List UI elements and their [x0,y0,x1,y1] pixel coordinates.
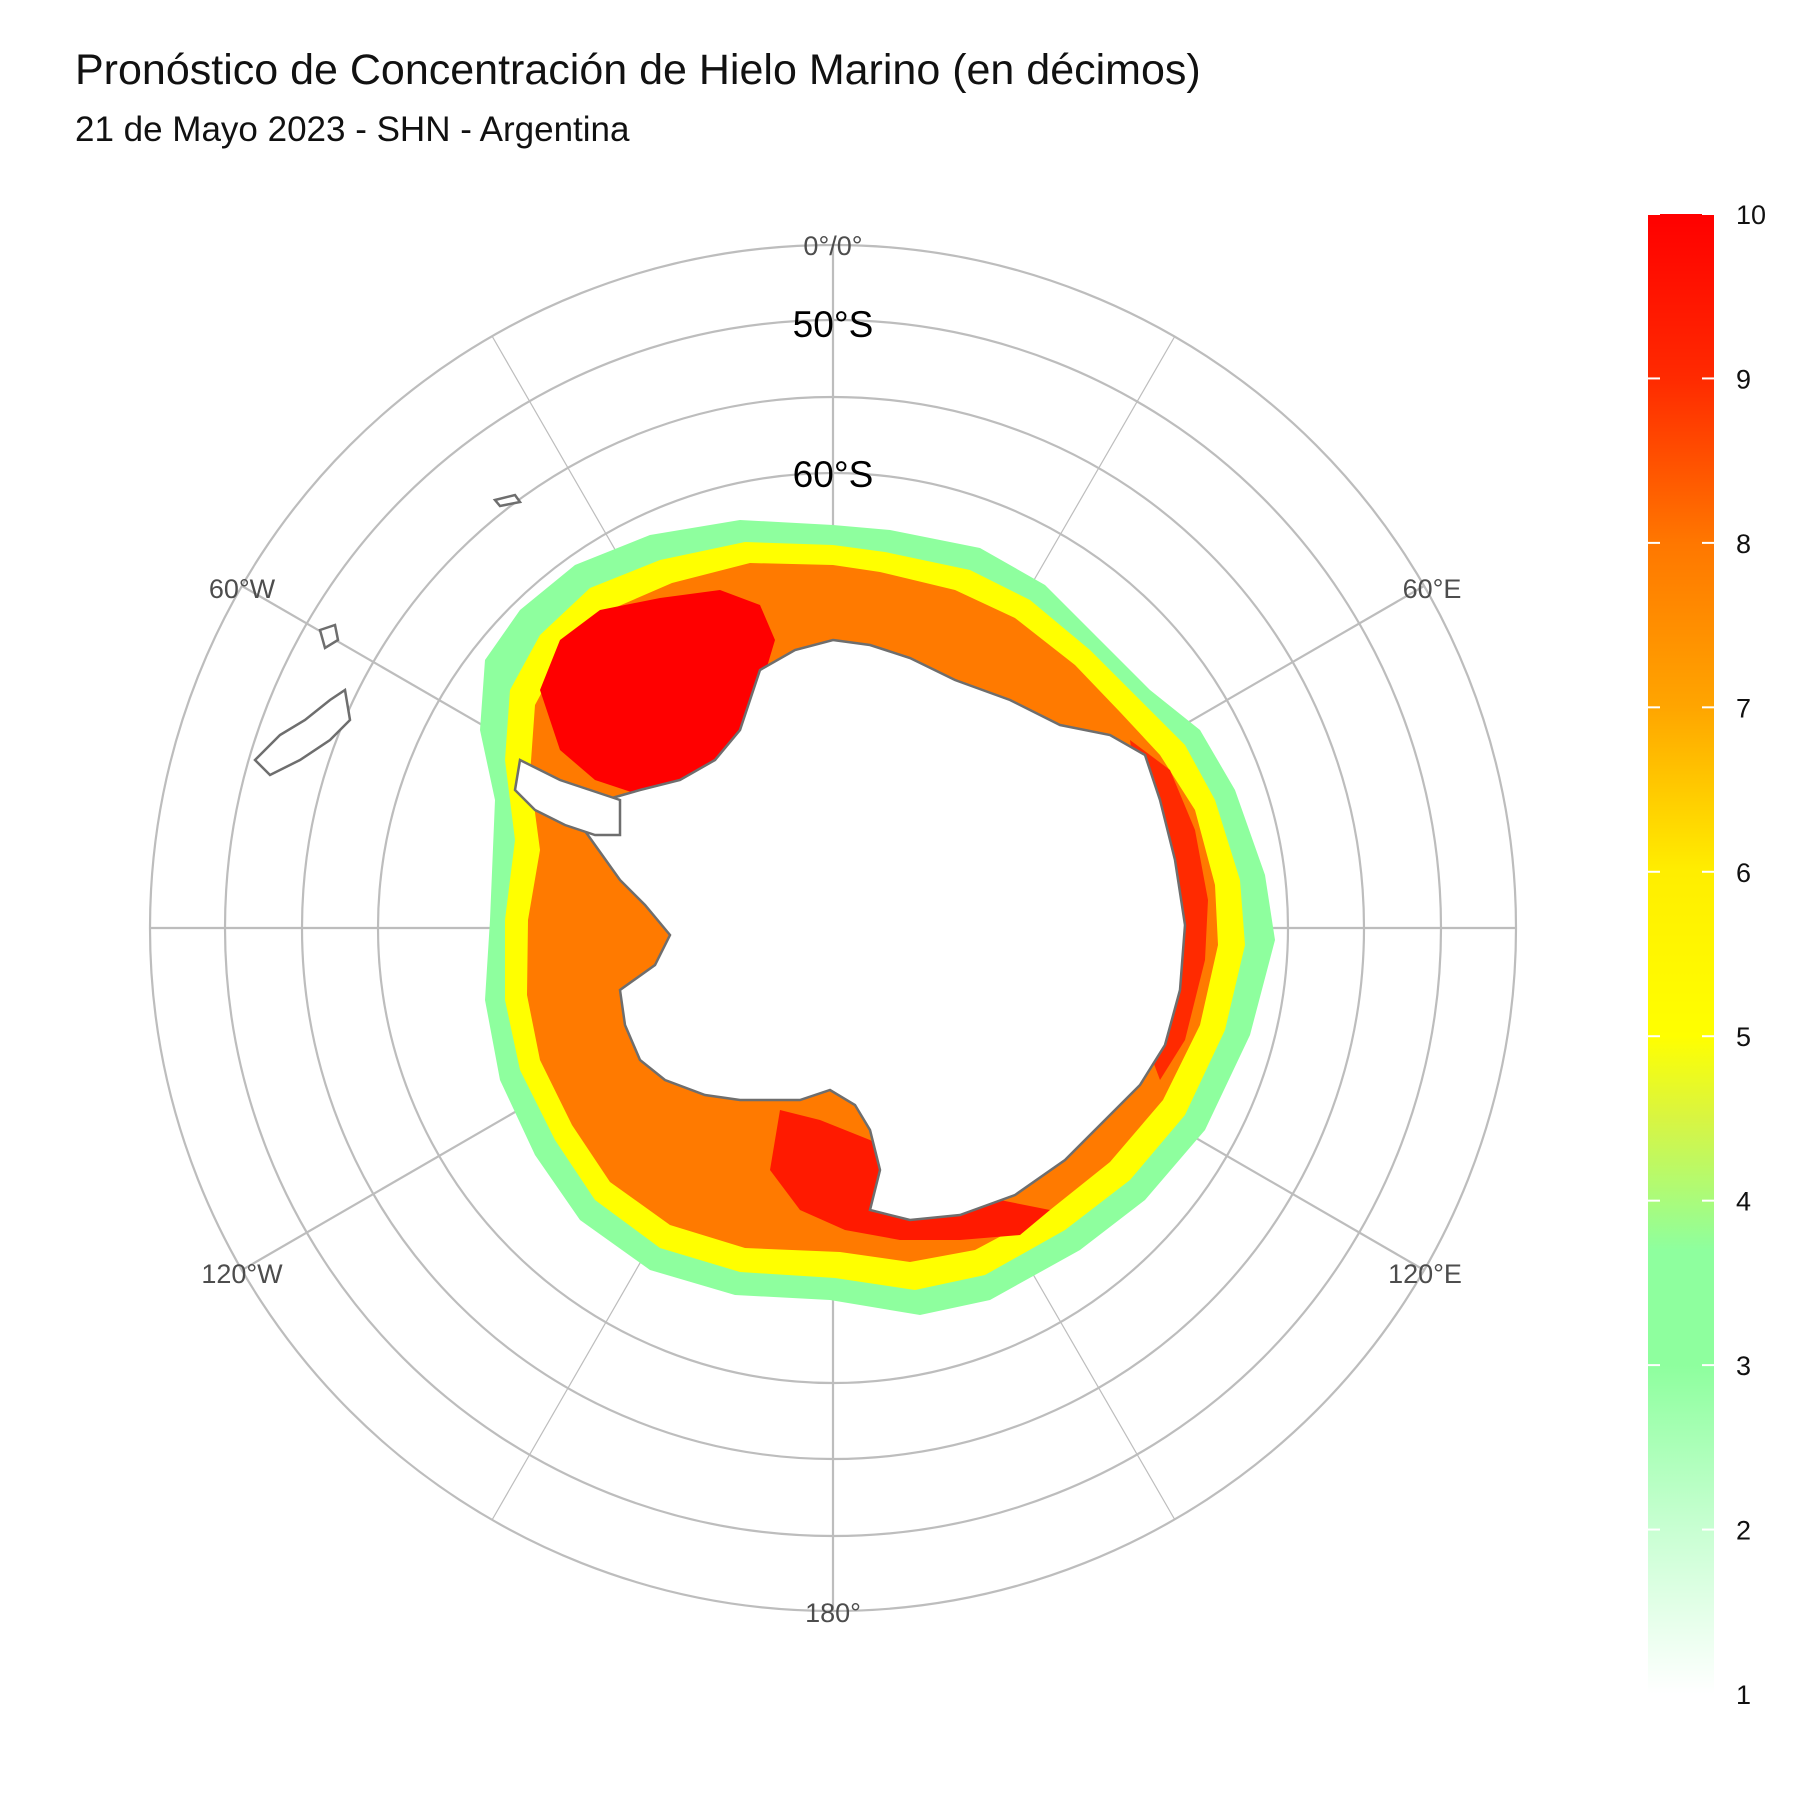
land-south-america [253,493,523,777]
meridian-label-60e: 60°E [1403,574,1462,604]
legend-colorbar [1648,214,1714,1694]
legend-tick-label: 3 [1736,1351,1751,1381]
map-subtitle: 21 de Mayo 2023 - SHN - Argentina [75,110,630,149]
legend-tick-label: 5 [1736,1022,1751,1052]
meridian-label-120e: 120°E [1388,1259,1462,1289]
color-legend: 1 2 3 4 5 6 7 8 9 10 [1648,200,1766,1710]
legend-tick-label: 9 [1736,364,1751,394]
legend-tick-label: 2 [1736,1516,1751,1546]
continent-antarctica [567,638,1187,1222]
legend-tick-label: 10 [1736,200,1766,230]
antarctic-peninsula [513,758,622,837]
parallel-label-60s: 60°S [793,454,874,495]
legend-tick-label: 7 [1736,693,1751,723]
legend-tick-label: 6 [1736,858,1751,888]
island-south-georgia [492,493,523,508]
legend-tick-label: 1 [1736,1680,1751,1710]
meridian-label-0: 0°/0° [803,231,862,261]
meridian-labels: 0°/0° 60°E 120°E 180° 120°W 60°W [201,231,1462,1628]
island-falklands [318,623,340,650]
south-america-tip [253,687,352,777]
meridian-label-120w: 120°W [201,1259,283,1289]
meridian-label-60w: 60°W [209,574,276,604]
parallel-label-50s: 50°S [793,304,874,345]
parallel-labels: 50°S 60°S [793,304,874,495]
land-antarctica [513,638,1187,1222]
map-title: Pronóstico de Concentración de Hielo Mar… [75,46,1201,94]
meridian-label-180: 180° [805,1598,861,1628]
legend-tick-label: 8 [1736,529,1751,559]
legend-tick-label: 4 [1736,1187,1751,1217]
ice-patch-red-weddell [540,590,775,795]
legend-ticks: 1 2 3 4 5 6 7 8 9 10 [1648,200,1766,1710]
